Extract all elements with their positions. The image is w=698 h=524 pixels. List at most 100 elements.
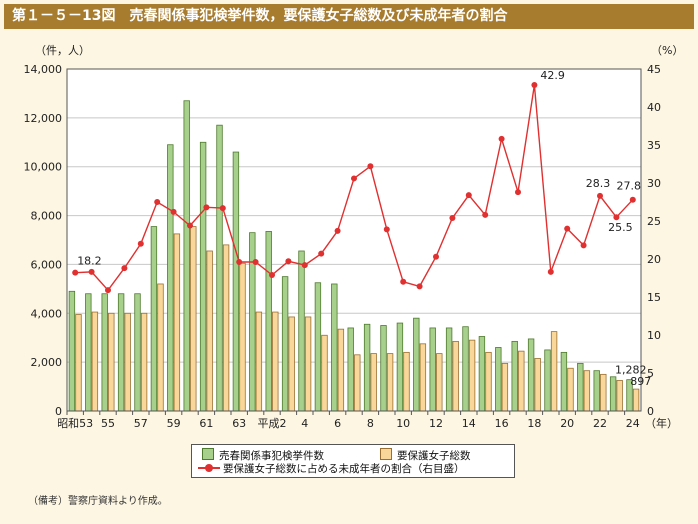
x-tick-label: 10 (396, 417, 410, 430)
x-tick-label: 16 (495, 417, 509, 430)
point-minor-ratio (154, 199, 161, 205)
point-minor-ratio (531, 81, 538, 88)
bar-protected (567, 367, 574, 412)
bar-protected (239, 262, 246, 412)
data-label: 1,282 (615, 364, 647, 377)
point-minor-ratio (137, 240, 144, 247)
bar-arrests (68, 290, 76, 412)
bar-protected (403, 351, 410, 412)
left-tick-label: 4,000 (31, 307, 63, 320)
right-tick-label: 15 (647, 291, 661, 304)
x-axis-unit: （年） (645, 416, 678, 430)
bar-protected (354, 354, 361, 412)
point-minor-ratio (367, 163, 374, 170)
bar-protected (485, 351, 492, 412)
point-minor-ratio (498, 135, 505, 142)
point-minor-ratio (351, 175, 357, 182)
bar-arrests (167, 144, 174, 412)
x-tick-label: 8 (367, 417, 374, 430)
left-tick-label: 2,000 (31, 356, 63, 369)
point-minor-ratio (72, 269, 79, 276)
right-tick-label: 0 (647, 405, 654, 418)
data-label: 27.8 (617, 180, 642, 193)
x-tick-label: 61 (199, 417, 213, 430)
legend-label-protected: 要保護女子総数 (397, 450, 471, 462)
bar-arrests (117, 293, 125, 412)
bar-arrests (183, 100, 190, 412)
bar-arrests (314, 282, 322, 412)
bar-protected (124, 312, 131, 412)
bar-arrests (478, 336, 486, 412)
bar-arrests (298, 250, 305, 412)
bar-arrests (380, 325, 387, 412)
source-note: （備考）警察庁資料より作成。 (28, 496, 168, 507)
bar-protected (288, 316, 295, 412)
bar-arrests (85, 293, 92, 412)
bar-protected (370, 353, 377, 412)
legend-item-arrests: 売春関係事犯検挙件数 (202, 448, 324, 462)
x-tick-label: 昭和53 (57, 417, 93, 430)
x-tick-label: 平成2 (258, 417, 287, 430)
bar-protected (255, 311, 263, 412)
x-tick-label: 59 (167, 417, 181, 430)
x-tick-label: 24 (626, 417, 640, 430)
bar-protected (140, 312, 148, 412)
right-tick-label: 35 (647, 139, 661, 152)
data-label: 25.5 (608, 221, 633, 234)
bar-protected (616, 380, 623, 412)
legend: 売春関係事犯検挙件数 要保護女子総数 要保護女子総数に占める未成年者の割合（右目… (191, 444, 515, 478)
data-label: 897 (630, 375, 651, 388)
bar-arrests (593, 370, 600, 412)
point-minor-ratio (416, 283, 423, 290)
right-tick-label: 45 (647, 63, 661, 76)
point-minor-ratio (465, 192, 472, 199)
point-minor-ratio (252, 259, 259, 266)
bar-arrests (560, 351, 568, 412)
x-tick-label: 57 (134, 417, 148, 430)
bar-arrests (445, 327, 453, 412)
legend-label-minor-ratio: 要保護女子総数に占める未成年者の割合（右目盛） (223, 463, 465, 475)
point-minor-ratio (515, 189, 521, 196)
point-minor-ratio (449, 214, 456, 221)
point-minor-ratio (301, 262, 308, 269)
right-axis-unit: （%） (651, 44, 683, 57)
bar-protected (321, 334, 328, 412)
legend-item-minor-ratio: 要保護女子総数に占める未成年者の割合（右目盛） (198, 462, 465, 476)
point-minor-ratio (187, 222, 193, 229)
point-minor-ratio (383, 226, 390, 233)
bar-arrests (429, 327, 436, 412)
bar-arrests (281, 276, 289, 412)
left-tick-label: 12,000 (24, 112, 63, 125)
bar-protected (222, 244, 230, 412)
bar-protected (600, 373, 607, 412)
point-minor-ratio (170, 208, 177, 215)
bar-arrests (462, 326, 469, 412)
bar-protected (518, 350, 525, 412)
bar-arrests (232, 151, 240, 412)
bar-arrests (216, 124, 223, 412)
bar-arrests (527, 338, 535, 412)
point-minor-ratio (203, 204, 210, 211)
x-tick-label: 22 (593, 417, 607, 430)
bar-protected (419, 343, 427, 412)
bar-protected (173, 233, 181, 412)
bar-arrests (150, 226, 158, 412)
legend-label-arrests: 売春関係事犯検挙件数 (219, 450, 324, 462)
x-tick-label: 4 (301, 417, 308, 430)
legend-item-protected: 要保護女子総数 (380, 448, 471, 462)
bar-protected (157, 283, 164, 412)
bar-protected (468, 339, 476, 412)
point-minor-ratio (88, 268, 95, 275)
bar-protected (534, 358, 541, 412)
right-tick-label: 5 (647, 367, 654, 380)
bar-protected (75, 314, 82, 412)
left-tick-label: 0 (55, 405, 62, 418)
bar-protected (583, 370, 591, 412)
bar-protected (386, 353, 394, 412)
bar-arrests (331, 283, 338, 412)
point-minor-ratio (597, 192, 603, 199)
right-tick-label: 40 (647, 101, 661, 114)
bar-arrests (544, 349, 551, 412)
bar-arrests (363, 323, 371, 412)
